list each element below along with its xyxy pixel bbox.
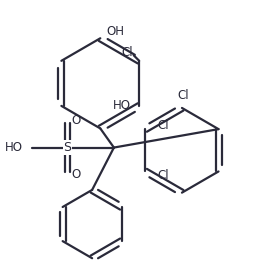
Text: OH: OH [106, 25, 124, 38]
Text: O: O [71, 114, 80, 127]
Text: HO: HO [5, 141, 23, 154]
Text: Cl: Cl [157, 169, 169, 182]
Text: HO: HO [113, 99, 130, 112]
Text: Cl: Cl [178, 89, 189, 102]
Text: S: S [64, 141, 72, 154]
Text: Cl: Cl [121, 46, 133, 59]
Text: Cl: Cl [157, 118, 169, 132]
Text: O: O [71, 168, 80, 181]
